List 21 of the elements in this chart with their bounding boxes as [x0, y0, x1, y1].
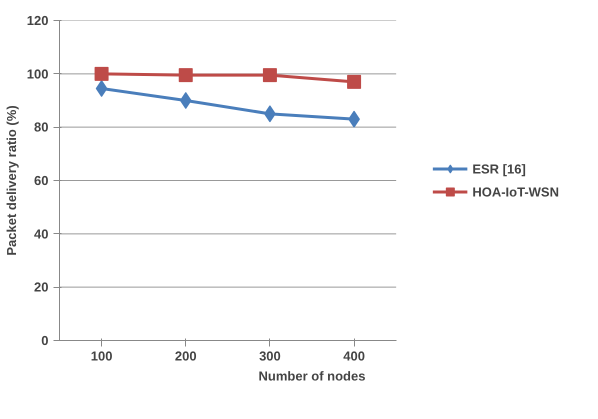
x-tick-label: 300 — [259, 348, 281, 364]
point — [96, 80, 108, 97]
legend-label: HOA-IoT-WSN — [472, 184, 559, 199]
point — [178, 68, 193, 82]
y-axis-title: Packet delivery ratio (%) — [4, 105, 19, 256]
point — [180, 92, 192, 109]
y-tick-label: 20 — [34, 280, 49, 295]
x-tick-label: 200 — [174, 348, 197, 364]
legend-label: ESR [16] — [472, 161, 526, 176]
x-axis-title: Number of nodes — [258, 368, 366, 384]
x-tick-label: 100 — [90, 348, 112, 364]
y-tick-label: 120 — [26, 13, 49, 28]
point — [262, 68, 277, 82]
y-tick-label: 0 — [41, 333, 49, 348]
y-tick-label: 100 — [26, 66, 49, 82]
point — [347, 74, 362, 89]
y-tick-label: 40 — [34, 226, 49, 242]
y-tick-label: 80 — [34, 120, 49, 135]
x-tick-label: 400 — [343, 348, 365, 364]
y-tick-label: 60 — [34, 173, 49, 188]
point — [94, 66, 109, 81]
